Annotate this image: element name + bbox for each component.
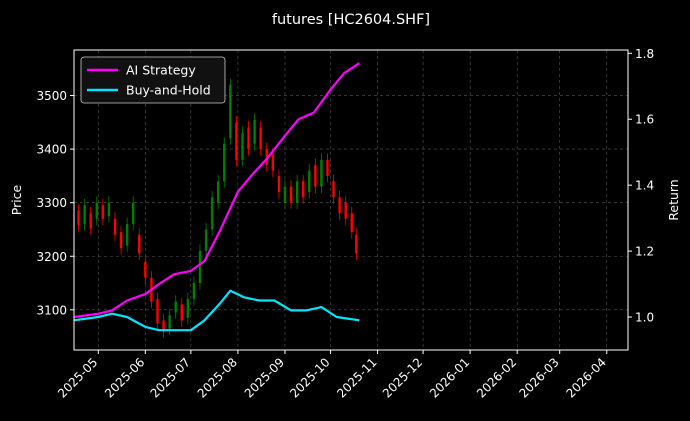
y-axis-label-right: Return [666, 179, 681, 220]
candle-body [301, 181, 305, 198]
plot-frame [73, 49, 629, 351]
candle-body [174, 301, 177, 313]
y-tick-label-left: 3300 [36, 196, 67, 210]
y-tick-label-right: 1.2 [635, 245, 654, 259]
candle-body [289, 186, 293, 203]
chart-title: futures [HC2604.SHF] [272, 12, 430, 28]
candle-body [295, 181, 299, 203]
y-tick-label-left: 3500 [36, 89, 67, 103]
candle-body [83, 205, 86, 225]
candle-body [138, 234, 141, 254]
y-tick-label-right: 1.0 [635, 311, 654, 325]
candle-body [247, 127, 250, 150]
candle-body [235, 122, 238, 160]
y-tick-label-left: 3200 [36, 250, 67, 264]
candle-body [326, 159, 329, 176]
candle-body [320, 159, 323, 187]
candle-body [113, 218, 117, 235]
candle-body [186, 299, 190, 318]
candle-body [223, 143, 226, 182]
candle-body [308, 170, 311, 192]
candle-body [271, 154, 275, 171]
candle-body [192, 283, 196, 300]
candle-body [216, 181, 220, 203]
candle-body [210, 197, 214, 230]
candle-body [144, 261, 147, 278]
candle-body [89, 213, 92, 229]
legend: AI Strategy Buy-and-Hold [80, 56, 226, 104]
candle-body [314, 165, 317, 187]
candle-body [338, 197, 341, 214]
candle-body [95, 202, 98, 219]
series-lines [73, 62, 360, 332]
y-tick-label-right: 1.8 [635, 47, 654, 61]
candle-body [77, 210, 80, 226]
candle-body [355, 234, 358, 254]
candle-body [350, 213, 353, 233]
candle-body [162, 320, 165, 332]
series-line-ai-strategy [73, 62, 360, 319]
legend-label-ai-strategy: AI Strategy [126, 63, 196, 78]
y-tick-label-right: 1.6 [635, 113, 654, 127]
candle-body [332, 181, 335, 198]
candle-body [107, 202, 111, 217]
y-tick-label-left: 3100 [36, 303, 67, 317]
candle-body [125, 224, 129, 246]
series-line-buy-and-hold [73, 289, 360, 332]
candle-body [101, 205, 105, 219]
candle-body [253, 119, 256, 144]
legend-label-buy-and-hold: Buy-and-Hold [126, 83, 211, 98]
candlesticks [77, 78, 358, 338]
candle-body [241, 133, 244, 160]
candle-body [344, 202, 347, 219]
y-axis-label-left: Price [9, 184, 24, 215]
candle-body [259, 127, 262, 150]
candle-body [180, 304, 183, 321]
candle-body [198, 250, 202, 284]
y-tick-label-left: 3400 [36, 143, 67, 157]
legend-box [80, 56, 226, 104]
candle-body [156, 299, 159, 324]
candle-body [229, 84, 232, 139]
candle-body [168, 315, 171, 329]
y-tick-label-right: 1.4 [635, 179, 654, 193]
candle-body [283, 186, 287, 203]
candle-body [131, 202, 135, 225]
candle-body [204, 229, 208, 251]
candle-body [277, 175, 281, 192]
candle-body [119, 232, 123, 249]
